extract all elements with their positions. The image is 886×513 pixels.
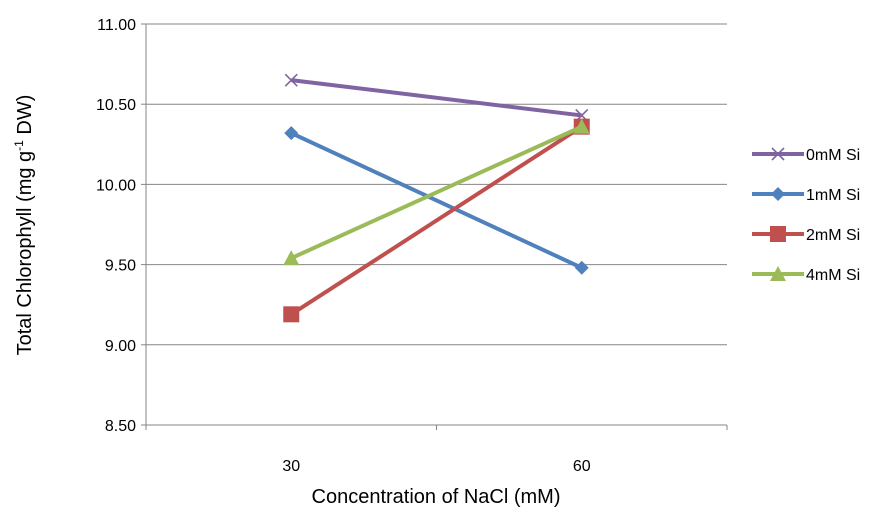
legend-marker-0 — [771, 147, 785, 161]
y-axis-title: Total Chlorophyll (mg g-1 DW) — [12, 95, 36, 356]
legend-label-0: 0mM Si — [806, 147, 860, 164]
series-1-point-1 — [574, 260, 589, 275]
legend-label-2: 2mM Si — [806, 227, 860, 244]
series-1-point-0 — [284, 126, 299, 141]
legend-item-2: 2mM Si — [752, 226, 860, 244]
gridlines — [146, 23, 727, 426]
legend-item-0: 0mM Si — [752, 147, 860, 164]
series-line-1 — [290, 131, 583, 270]
x-tick-label-0: 30 — [282, 458, 300, 475]
legend-label-1: 1mM Si — [806, 187, 860, 204]
y-tick-label-1: 9.00 — [105, 338, 136, 355]
x-tick-labels: 30 60 — [282, 458, 590, 475]
x-axis-title: Concentration of NaCl (mM) — [312, 486, 561, 508]
series-line-0 — [291, 78, 582, 118]
y-tick-label-0: 8.50 — [105, 418, 136, 435]
legend-item-1: 1mM Si — [752, 187, 860, 204]
y-tick-label-5: 11.00 — [97, 17, 136, 34]
legend-marker-3 — [770, 266, 786, 281]
series-line-2 — [290, 124, 583, 317]
axes — [141, 23, 728, 430]
y-axis-title-prefix: Total Chlorophyll (mg g — [14, 151, 36, 356]
y-tick-label-3: 10.00 — [96, 177, 136, 194]
x-tick-label-1: 60 — [573, 458, 591, 475]
legend-marker-2 — [770, 226, 786, 242]
legend-item-3: 4mM Si — [752, 266, 860, 284]
y-tick-labels: 8.50 9.00 9.50 10.00 10.50 11.00 — [96, 17, 136, 435]
series-line-3 — [290, 124, 583, 261]
series-3-point-1 — [573, 118, 590, 134]
y-axis-title-suffix: DW) — [14, 95, 36, 141]
series-3-point-0 — [283, 250, 300, 266]
y-tick-label-4: 10.50 — [96, 97, 136, 114]
legend: 0mM Si 1mM Si 2mM Si 4mM Si — [752, 147, 860, 284]
series-group — [283, 73, 590, 323]
series-2-point-0 — [283, 306, 300, 323]
legend-label-3: 4mM Si — [806, 267, 860, 284]
y-axis-title-superscript: -1 — [12, 140, 26, 151]
y-tick-label-2: 9.50 — [105, 258, 136, 275]
legend-marker-1 — [771, 187, 785, 201]
series-0-point-0 — [284, 73, 298, 87]
